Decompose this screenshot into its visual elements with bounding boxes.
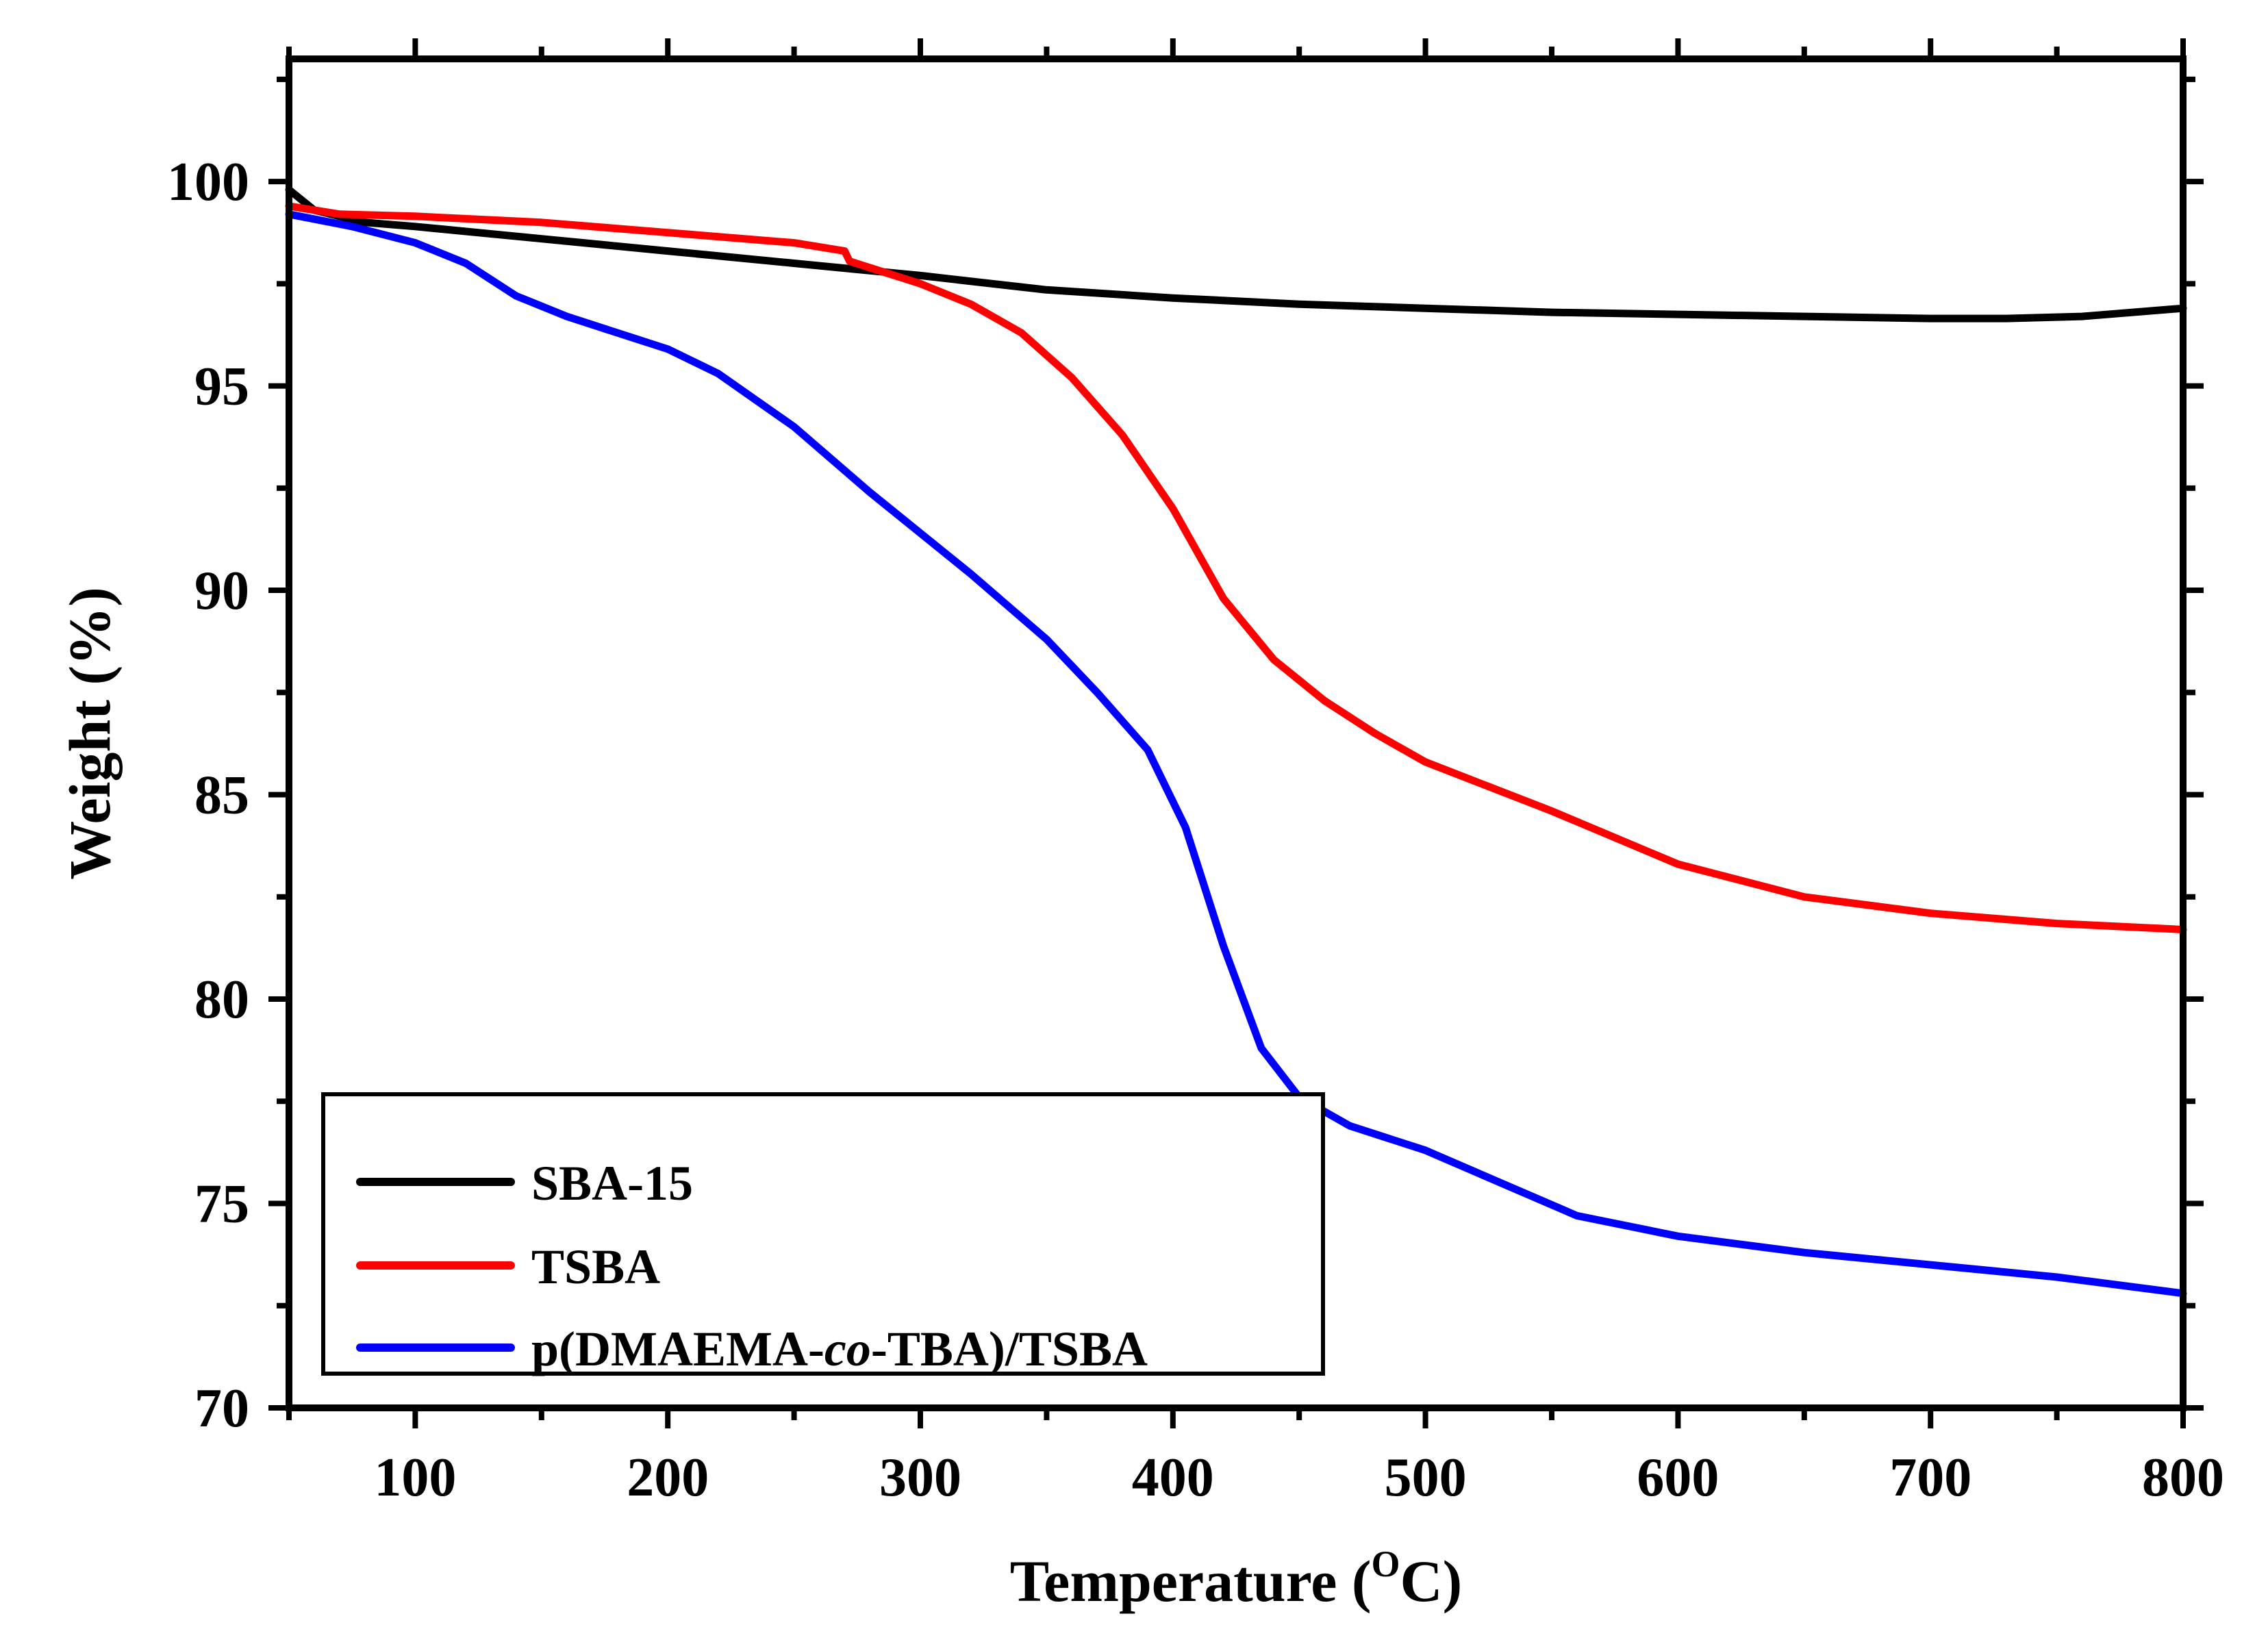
legend: SBA-15 TSBA p(DMAEMA-co-TBA)/TSBA bbox=[321, 1092, 1325, 1376]
plot-frame bbox=[286, 55, 2187, 1411]
legend-label-part: -TBA)/TSBA bbox=[871, 1322, 1148, 1376]
plot-layer bbox=[285, 186, 2187, 1298]
series-line-2 bbox=[285, 210, 2187, 1298]
axis-layer bbox=[286, 55, 2187, 1411]
legend-label-part: p(DMAEMA- bbox=[531, 1322, 824, 1376]
y-tick-label: 100 bbox=[167, 152, 249, 212]
y-tick-label: 90 bbox=[194, 561, 249, 621]
legend-label-0: SBA-15 bbox=[531, 1156, 693, 1211]
x-tick-label: 800 bbox=[2142, 1448, 2224, 1508]
legend-label-part: TSBA bbox=[531, 1239, 660, 1294]
x-axis-title-superscript: O bbox=[1372, 1543, 1400, 1585]
x-tick-label: 100 bbox=[374, 1448, 456, 1508]
y-tick-label: 75 bbox=[194, 1174, 249, 1235]
y-tick-label: 95 bbox=[194, 357, 249, 417]
y-tick-label: 80 bbox=[194, 970, 249, 1030]
series-line-1 bbox=[285, 202, 2187, 933]
x-tick-label: 200 bbox=[627, 1448, 709, 1508]
legend-label-part: SBA-15 bbox=[531, 1156, 693, 1211]
x-axis-title-main: Temperature ( bbox=[1010, 1548, 1372, 1614]
x-tick-label: 700 bbox=[1889, 1448, 1971, 1508]
x-axis-title: Temperature (OC) bbox=[1010, 1543, 1463, 1614]
y-axis-title: Weight (%) bbox=[57, 587, 123, 880]
tick-layer: 100 200 300 400 500 600 700 800 70 75 80 85 90 95 100 bbox=[167, 38, 2224, 1508]
x-tick-label: 400 bbox=[1132, 1448, 1214, 1508]
legend-label-1: TSBA bbox=[531, 1239, 660, 1294]
x-tick-label: 500 bbox=[1385, 1448, 1467, 1508]
legend-label-2: p(DMAEMA-co-TBA)/TSBA bbox=[531, 1322, 1148, 1376]
y-tick-label: 70 bbox=[194, 1378, 249, 1439]
legend-label-part: co bbox=[824, 1322, 871, 1376]
y-tick-label: 85 bbox=[194, 766, 249, 826]
series-line-0 bbox=[285, 186, 2187, 323]
x-tick-label: 600 bbox=[1637, 1448, 1719, 1508]
x-axis-title-suffix: C) bbox=[1400, 1548, 1463, 1614]
legend-box bbox=[321, 1092, 1325, 1376]
x-tick-label: 300 bbox=[879, 1448, 961, 1508]
